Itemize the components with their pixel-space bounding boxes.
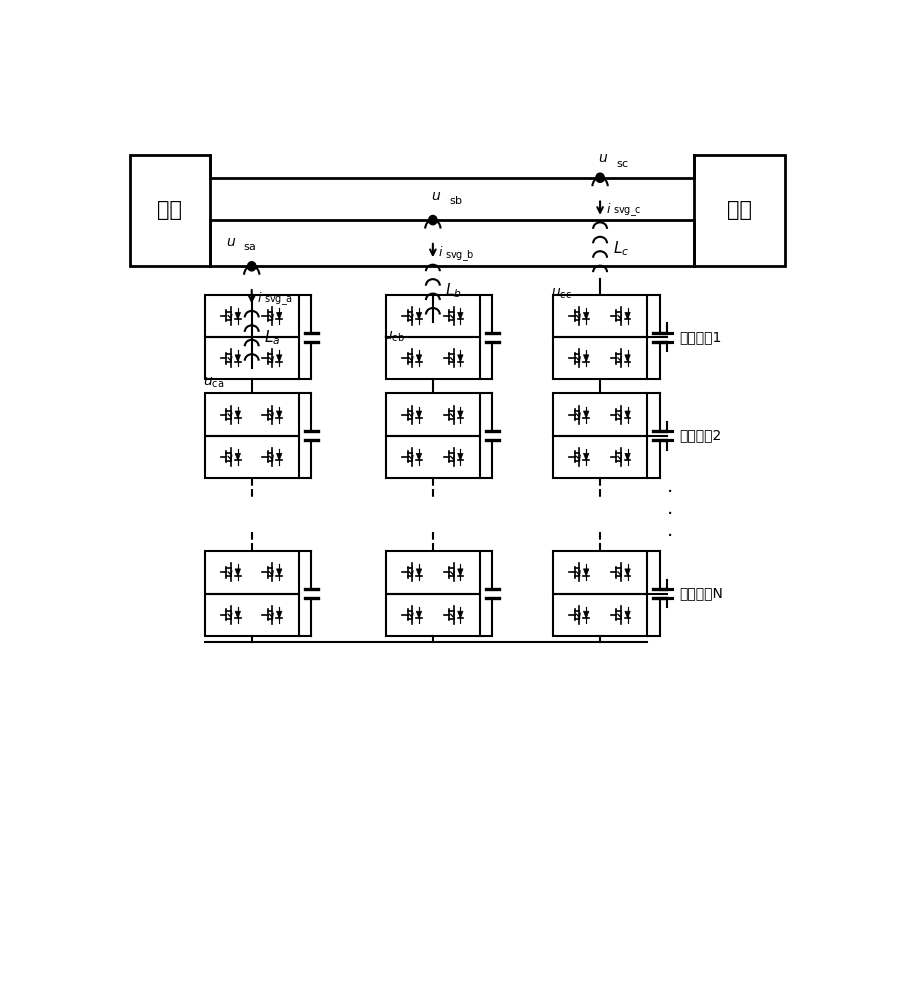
Polygon shape	[416, 355, 422, 362]
Bar	[553, 436, 647, 478]
Polygon shape	[416, 569, 422, 576]
Bar	[553, 551, 647, 594]
Polygon shape	[458, 611, 463, 618]
Circle shape	[429, 215, 437, 225]
Bar	[553, 393, 647, 436]
Polygon shape	[458, 411, 463, 418]
Text: $\rm{sc}$: $\rm{sc}$	[616, 159, 629, 169]
Bar	[205, 393, 298, 436]
Polygon shape	[583, 611, 589, 618]
Polygon shape	[416, 411, 422, 418]
Text: $i$: $i$	[439, 245, 444, 259]
Polygon shape	[625, 355, 630, 362]
Text: 电网: 电网	[157, 200, 182, 220]
Polygon shape	[236, 611, 241, 618]
Polygon shape	[583, 569, 589, 576]
Polygon shape	[236, 453, 241, 460]
Text: $L_c$: $L_c$	[612, 239, 628, 258]
Polygon shape	[236, 355, 241, 362]
Text: $i$: $i$	[257, 291, 263, 305]
Circle shape	[247, 262, 256, 271]
Polygon shape	[583, 411, 589, 418]
Polygon shape	[625, 569, 630, 576]
Bar	[553, 295, 647, 337]
Polygon shape	[583, 453, 589, 460]
Text: 负载: 负载	[727, 200, 752, 220]
Bar	[553, 337, 647, 379]
Polygon shape	[277, 569, 282, 576]
Bar	[386, 594, 480, 636]
Polygon shape	[625, 411, 630, 418]
Polygon shape	[458, 453, 463, 460]
Text: $u$: $u$	[599, 151, 609, 165]
Text: ·
·
·: · · ·	[667, 483, 672, 546]
Polygon shape	[583, 355, 589, 362]
Bar	[386, 295, 480, 337]
Bar	[386, 436, 480, 478]
Polygon shape	[277, 355, 282, 362]
Polygon shape	[416, 312, 422, 319]
Polygon shape	[236, 312, 241, 319]
Bar	[129, 155, 210, 266]
Polygon shape	[458, 312, 463, 319]
Text: $u$: $u$	[432, 189, 441, 203]
Bar	[205, 594, 298, 636]
Bar	[553, 594, 647, 636]
Polygon shape	[277, 453, 282, 460]
Bar	[386, 337, 480, 379]
Bar	[205, 337, 298, 379]
Polygon shape	[625, 611, 630, 618]
Polygon shape	[416, 453, 422, 460]
Text: $u_{\rm cc}$: $u_{\rm cc}$	[551, 287, 572, 301]
Bar	[205, 436, 298, 478]
Text: $\rm{sb}$: $\rm{sb}$	[449, 194, 463, 206]
Text: $u_{\rm ca}$: $u_{\rm ca}$	[202, 376, 224, 390]
Text: 功率单元N: 功率单元N	[679, 587, 723, 601]
Text: $u$: $u$	[226, 235, 236, 249]
Polygon shape	[277, 312, 282, 319]
Bar	[386, 393, 480, 436]
Bar	[205, 551, 298, 594]
Text: $i$: $i$	[606, 202, 611, 216]
Polygon shape	[277, 611, 282, 618]
Polygon shape	[416, 611, 422, 618]
Bar	[694, 155, 785, 266]
Bar	[386, 551, 480, 594]
Bar	[205, 295, 298, 337]
Polygon shape	[458, 569, 463, 576]
Text: 功率单关1: 功率单关1	[679, 330, 722, 344]
Text: $\rm{svg\_b}$: $\rm{svg\_b}$	[445, 248, 475, 263]
Text: $\rm{svg\_c}$: $\rm{svg\_c}$	[612, 205, 641, 218]
Text: $L_a$: $L_a$	[264, 328, 280, 347]
Text: 功率单关2: 功率单关2	[679, 429, 721, 443]
Polygon shape	[236, 411, 241, 418]
Polygon shape	[625, 453, 630, 460]
Polygon shape	[458, 355, 463, 362]
Text: $L_b$: $L_b$	[445, 282, 462, 300]
Text: $\rm{svg\_a}$: $\rm{svg\_a}$	[264, 294, 293, 307]
Polygon shape	[236, 569, 241, 576]
Circle shape	[596, 173, 604, 182]
Polygon shape	[625, 312, 630, 319]
Polygon shape	[277, 411, 282, 418]
Text: $u_{\rm cb}$: $u_{\rm cb}$	[383, 329, 405, 344]
Text: $\rm{sa}$: $\rm{sa}$	[244, 242, 257, 252]
Polygon shape	[583, 312, 589, 319]
